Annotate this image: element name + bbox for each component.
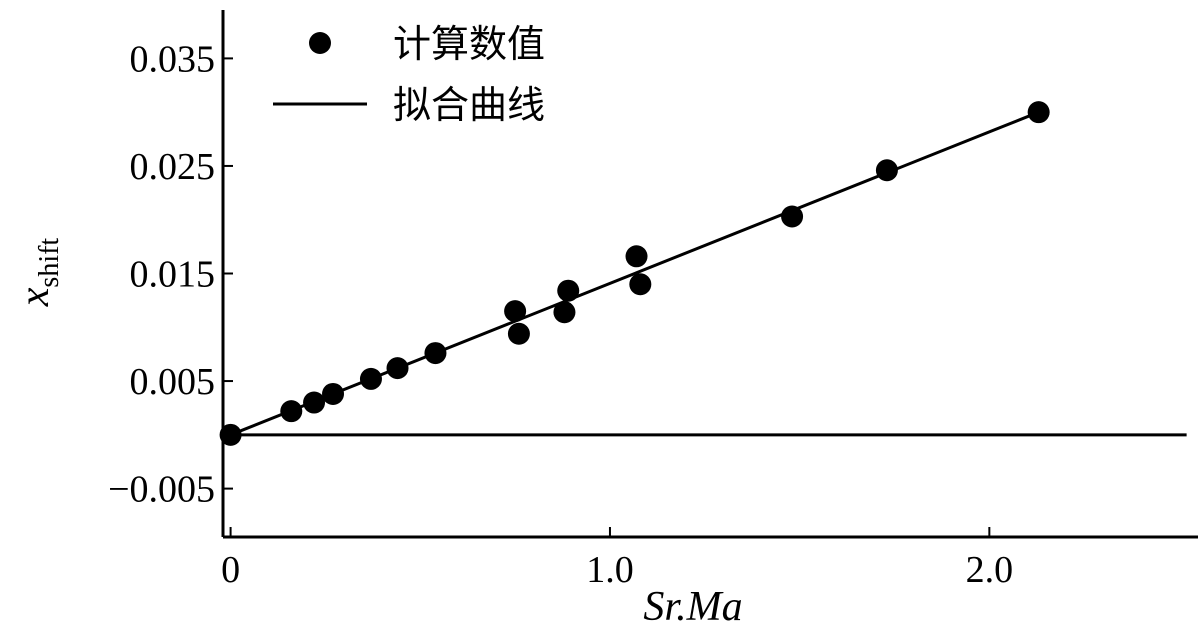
data-point — [507, 322, 530, 345]
data-point — [386, 357, 409, 380]
x-tick-label: 0 — [221, 549, 240, 591]
legend-label-points: 计算数值 — [393, 22, 545, 66]
data-points — [219, 101, 1050, 446]
data-point — [303, 391, 326, 414]
data-point — [629, 273, 652, 296]
y-axis-title-sub: shift — [34, 238, 65, 288]
y-tick-label: 0.035 — [130, 38, 216, 80]
y-tick-label: −0.005 — [108, 469, 215, 511]
data-point — [322, 382, 345, 405]
legend-label-line: 拟合曲线 — [393, 83, 545, 127]
y-tick-label: 0.025 — [130, 146, 216, 188]
fit-line — [230, 110, 1040, 437]
x-tick-label: 2.0 — [966, 549, 1014, 591]
y-axis-title-main: x — [12, 287, 58, 307]
axes — [221, 10, 1198, 539]
data-point — [625, 245, 648, 268]
data-point — [557, 279, 580, 302]
data-point — [504, 300, 527, 323]
legend-marker-points — [309, 32, 331, 54]
y-tick-label: 0.015 — [130, 254, 216, 296]
data-point — [1027, 101, 1050, 124]
y-tick-label: 0.005 — [130, 361, 216, 403]
data-point — [875, 159, 898, 182]
legend: 计算数值 拟合曲线 — [273, 22, 545, 127]
data-point — [359, 367, 382, 390]
data-point — [424, 342, 447, 365]
x-axis-title: Sr.Ma — [643, 584, 742, 630]
y-axis-title: xshift — [12, 238, 65, 308]
data-point — [219, 423, 242, 446]
data-point — [553, 301, 576, 324]
data-point — [280, 400, 303, 423]
x-tick-label: 1.0 — [586, 549, 634, 591]
data-point — [781, 205, 804, 228]
tick-marks — [223, 57, 991, 537]
